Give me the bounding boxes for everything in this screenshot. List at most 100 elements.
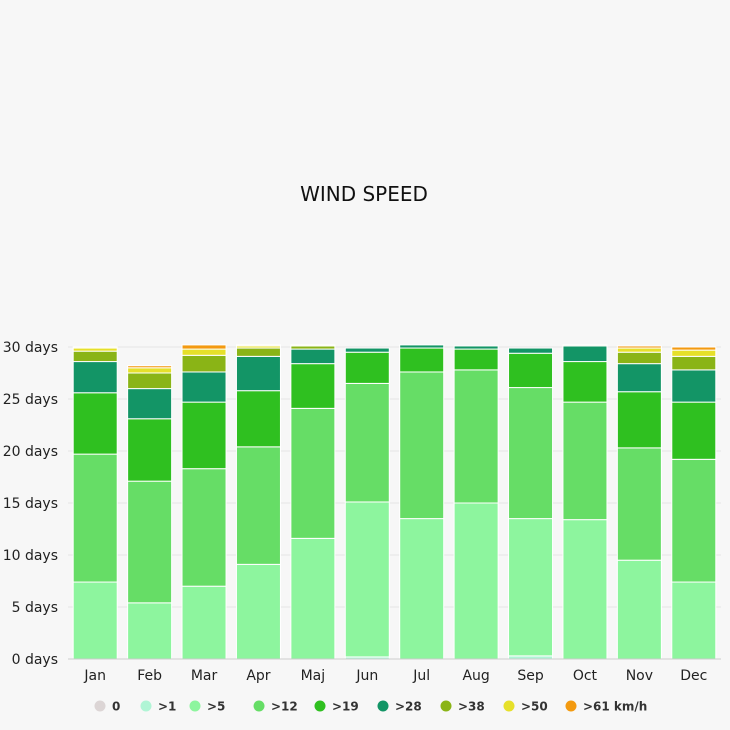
- bar-segment[interactable]: [616, 347, 662, 353]
- bar-segment[interactable]: [235, 344, 281, 347]
- bar-segment[interactable]: [616, 363, 662, 393]
- bar-segment[interactable]: [453, 345, 499, 350]
- x-tick-label: Nov: [626, 668, 653, 684]
- bar-segment[interactable]: [181, 468, 227, 587]
- bar-segment[interactable]: [616, 345, 662, 349]
- bar-segment[interactable]: [72, 392, 118, 455]
- bar-segment[interactable]: [344, 351, 390, 384]
- bar-segment[interactable]: [671, 401, 717, 460]
- bar-segment[interactable]: [399, 344, 445, 349]
- bar-stack-jul[interactable]: [399, 344, 445, 660]
- bar-stack-aug[interactable]: [453, 345, 499, 660]
- bar-segment[interactable]: [453, 348, 499, 371]
- legend-item[interactable]: >19: [314, 700, 359, 714]
- legend-item[interactable]: 0: [94, 700, 121, 714]
- bar-segment[interactable]: [72, 453, 118, 583]
- bar-segment[interactable]: [127, 365, 173, 369]
- bar-segment[interactable]: [181, 354, 227, 373]
- bar-segment[interactable]: [671, 355, 717, 371]
- bar-stack-nov[interactable]: [616, 345, 662, 660]
- y-tick-label: 0 days: [12, 652, 58, 668]
- legend-swatch: [189, 700, 201, 712]
- bar-segment[interactable]: [671, 581, 717, 660]
- legend-item[interactable]: >50: [503, 700, 548, 714]
- bar-segment[interactable]: [127, 372, 173, 390]
- bar-segment[interactable]: [616, 391, 662, 449]
- bar-segment[interactable]: [508, 352, 554, 389]
- bar-segment[interactable]: [181, 401, 227, 470]
- bar-segment[interactable]: [453, 502, 499, 660]
- legend-label: >5: [207, 700, 225, 714]
- y-tick-label: 25 days: [3, 392, 58, 408]
- legend-swatch: [314, 700, 326, 712]
- bar-segment[interactable]: [181, 348, 227, 356]
- bar-segment[interactable]: [290, 348, 336, 365]
- bar-segment[interactable]: [562, 519, 608, 660]
- bar-segment[interactable]: [235, 347, 281, 357]
- legend-item[interactable]: >12: [253, 700, 298, 714]
- bar-stack-apr[interactable]: [235, 344, 281, 660]
- bar-segment[interactable]: [399, 371, 445, 520]
- bar-segment[interactable]: [508, 347, 554, 354]
- bar-segment[interactable]: [671, 346, 717, 351]
- bar-stack-maj[interactable]: [290, 344, 336, 660]
- bar-segment[interactable]: [127, 418, 173, 482]
- bar-segment[interactable]: [127, 602, 173, 660]
- bar-segment[interactable]: [181, 344, 227, 350]
- legend[interactable]: 0 >1 >5 >12 >19 >28 >38 >50 >61 km/h: [94, 700, 648, 714]
- bar-segment[interactable]: [127, 367, 173, 374]
- bar-stack-feb[interactable]: [127, 365, 173, 660]
- legend-item[interactable]: >61 km/h: [565, 700, 648, 714]
- bar-segment[interactable]: [671, 458, 717, 583]
- bar-segment[interactable]: [235, 446, 281, 565]
- bar-stack-sep[interactable]: [508, 347, 554, 660]
- bar-segment[interactable]: [562, 401, 608, 521]
- bar-segment[interactable]: [235, 355, 281, 392]
- legend-item[interactable]: >28: [377, 700, 422, 714]
- y-tick-label: 15 days: [3, 496, 58, 512]
- bar-segment[interactable]: [562, 361, 608, 403]
- bar-segment[interactable]: [399, 518, 445, 660]
- bar-segment[interactable]: [127, 388, 173, 420]
- x-tick-label: Dec: [680, 668, 707, 684]
- bar-segment[interactable]: [290, 537, 336, 660]
- bar-stack-jan[interactable]: [72, 346, 118, 660]
- bar-stack-oct[interactable]: [562, 344, 608, 660]
- bar-segment[interactable]: [508, 387, 554, 520]
- bar-segment[interactable]: [344, 347, 390, 353]
- bar-segment[interactable]: [290, 344, 336, 347]
- bar-segment[interactable]: [72, 346, 118, 349]
- bar-segment[interactable]: [453, 369, 499, 504]
- bar-segment[interactable]: [616, 559, 662, 660]
- bar-segment[interactable]: [508, 518, 554, 657]
- bar-segment[interactable]: [290, 407, 336, 539]
- bar-segment[interactable]: [399, 347, 445, 373]
- bar-segment[interactable]: [127, 480, 173, 604]
- chart-title: WIND SPEED: [300, 182, 428, 206]
- legend-item[interactable]: >38: [440, 700, 485, 714]
- bar-segment[interactable]: [235, 563, 281, 660]
- bar-stack-jun[interactable]: [344, 347, 390, 660]
- bar-stack-dec[interactable]: [671, 346, 717, 660]
- bar-stack-mar[interactable]: [181, 344, 227, 660]
- legend-item[interactable]: >1: [140, 700, 177, 714]
- bar-segment[interactable]: [562, 345, 608, 363]
- bar-segment[interactable]: [616, 351, 662, 365]
- legend-swatch: [377, 700, 389, 712]
- bar-segment[interactable]: [671, 349, 717, 357]
- bar-segment[interactable]: [344, 382, 390, 503]
- legend-item[interactable]: >5: [189, 700, 226, 714]
- bar-segment[interactable]: [671, 369, 717, 403]
- x-tick-label: Maj: [301, 668, 326, 684]
- bar-segment[interactable]: [562, 344, 608, 347]
- bar-segment[interactable]: [344, 501, 390, 658]
- bar-segment[interactable]: [72, 361, 118, 394]
- bar-segment[interactable]: [235, 390, 281, 448]
- bar-segment[interactable]: [72, 581, 118, 660]
- bar-segment[interactable]: [290, 363, 336, 409]
- x-tick-label: Apr: [246, 668, 270, 684]
- bar-segment[interactable]: [616, 447, 662, 561]
- bar-segment[interactable]: [181, 371, 227, 403]
- bar-segment[interactable]: [72, 350, 118, 363]
- bar-segment[interactable]: [181, 585, 227, 660]
